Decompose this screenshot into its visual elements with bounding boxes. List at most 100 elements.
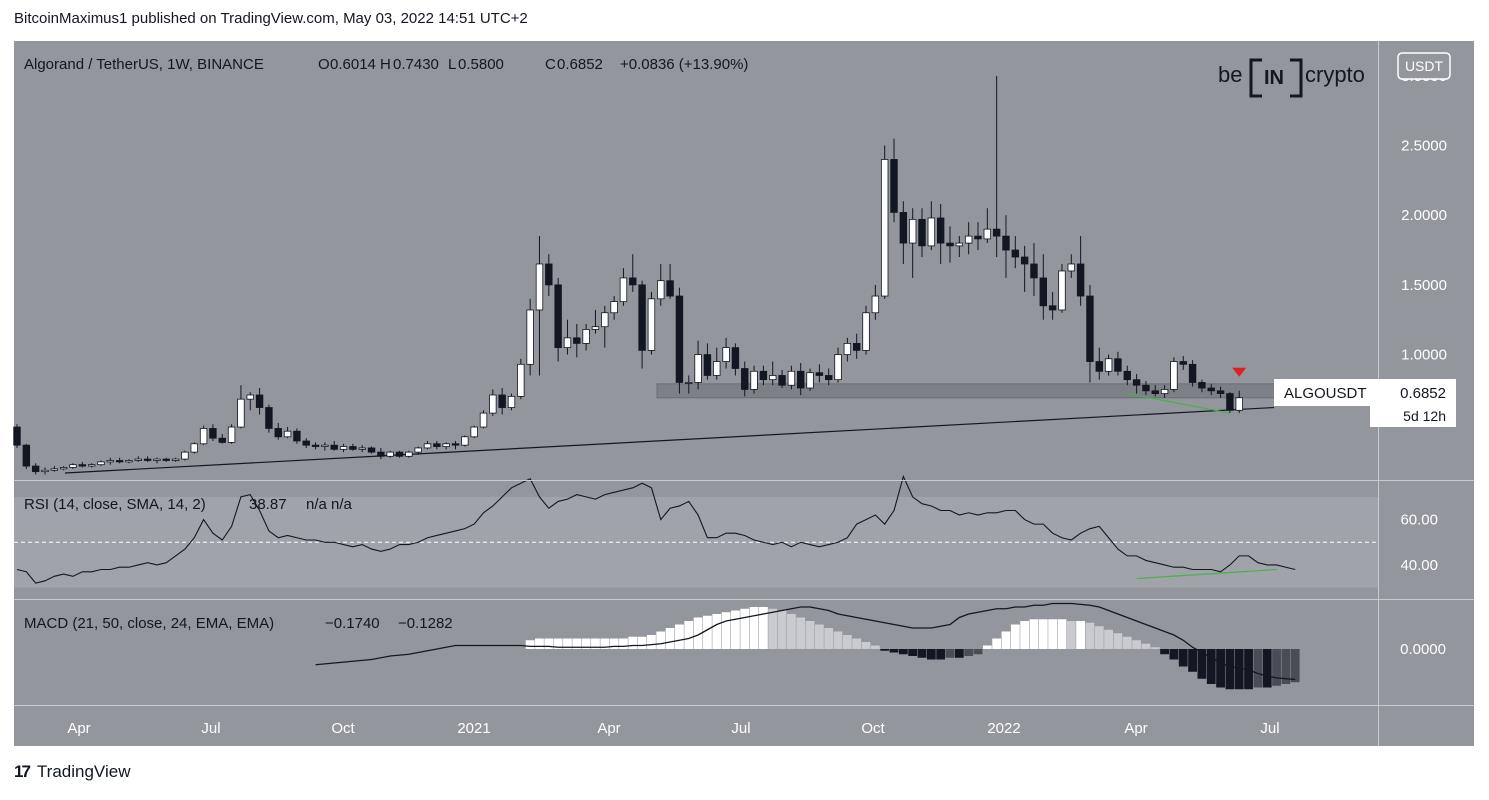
candle [50,466,59,472]
candle [199,425,208,446]
candle-body [13,426,21,446]
time-tick-label: 2021 [457,720,490,737]
macd-histogram-bar [1188,649,1197,672]
tradingview-footer[interactable]: 17 TradingView [14,762,130,782]
macd-histogram-bar [1048,619,1058,649]
candle [227,424,236,444]
candle-body [237,398,245,428]
candle [1170,357,1178,393]
candle [517,358,525,400]
candle-body [685,382,693,384]
macd-histogram-bar [1094,626,1104,649]
candle-body [31,465,40,473]
candle-body [675,295,684,383]
candle-body [433,443,441,447]
candle-body [563,337,572,349]
time-tick-label: Jul [201,720,220,737]
currency-button[interactable]: USDT [1397,52,1451,80]
candle [843,337,852,362]
candle-body [1216,390,1225,394]
candle [69,463,77,469]
candle [610,296,618,320]
macd-histogram-bar [712,614,722,649]
candle [741,361,749,397]
macd-histogram-bar [1066,621,1076,649]
candle [377,447,385,460]
candle [1086,284,1094,383]
candle [405,450,413,458]
candle-body [1002,235,1010,251]
macd-histogram-bar [721,612,731,649]
macd-histogram-bar [759,607,768,649]
candle [433,440,441,450]
candle [787,365,796,390]
candle-body [1048,305,1057,311]
candle-body [1235,397,1243,411]
candle [647,291,656,355]
candle [209,424,217,441]
candle-body [143,458,152,461]
candle [31,463,40,475]
macd-histogram-bar [936,649,946,660]
macd-histogram-bar [1141,643,1151,649]
candle [862,305,870,355]
candle-body [1030,263,1038,279]
candle-body [1198,382,1206,389]
candle [498,388,506,415]
macd-histogram-bar [628,636,638,649]
macd-histogram-bar [1038,619,1048,649]
candle [797,362,805,395]
macd-pane [315,602,1300,690]
candle-body [619,277,628,303]
candle [41,467,49,475]
candle [237,385,245,429]
macd-histogram-bar [1234,649,1244,690]
macd-histogram-bar [1253,649,1263,688]
price-tick-label: 2.5000 [1401,138,1447,155]
candle-body [302,440,310,446]
macd-histogram-bar [1290,649,1300,683]
candle [470,425,478,439]
candle [218,434,226,444]
candle-body [498,394,506,408]
candle [955,236,964,258]
macd-histogram-bar [693,617,703,649]
macd-histogram-bar [796,617,806,649]
candle-body [582,329,590,344]
candle-body [936,217,945,244]
candle-body [1067,263,1075,272]
currency-label: USDT [1405,58,1444,74]
candle-body [293,430,301,442]
macd-histogram-bar [1225,649,1235,690]
candle-body [843,343,852,355]
candle [1179,355,1187,370]
candle-body [1151,390,1159,394]
macd-histogram-bar [1281,649,1291,684]
macd-histogram-bar [1178,649,1188,667]
candle-body [1160,389,1169,394]
candle [1216,386,1225,398]
candle-body [526,309,534,365]
candle [414,446,422,455]
macd-histogram-bar [637,636,647,649]
candle [936,204,945,264]
macd-histogram-bar [945,649,955,658]
candle-body [890,159,898,213]
candle-body [377,451,385,457]
candle [526,298,534,376]
macd-histogram-bar [647,635,656,649]
logo-crypto: crypto [1305,62,1365,87]
price-label-value: 0.6852 [1400,385,1446,402]
candle-body [1020,256,1029,265]
candle-body [50,468,59,471]
macd-histogram-bar [777,610,787,649]
macd-histogram-bar [656,631,666,649]
candle [181,450,189,461]
candle [125,459,133,464]
macd-legend-value-2: −0.1282 [398,615,453,632]
candle [983,208,992,244]
candle-body [115,460,124,463]
candle [1104,354,1113,376]
candle-body [535,263,544,311]
